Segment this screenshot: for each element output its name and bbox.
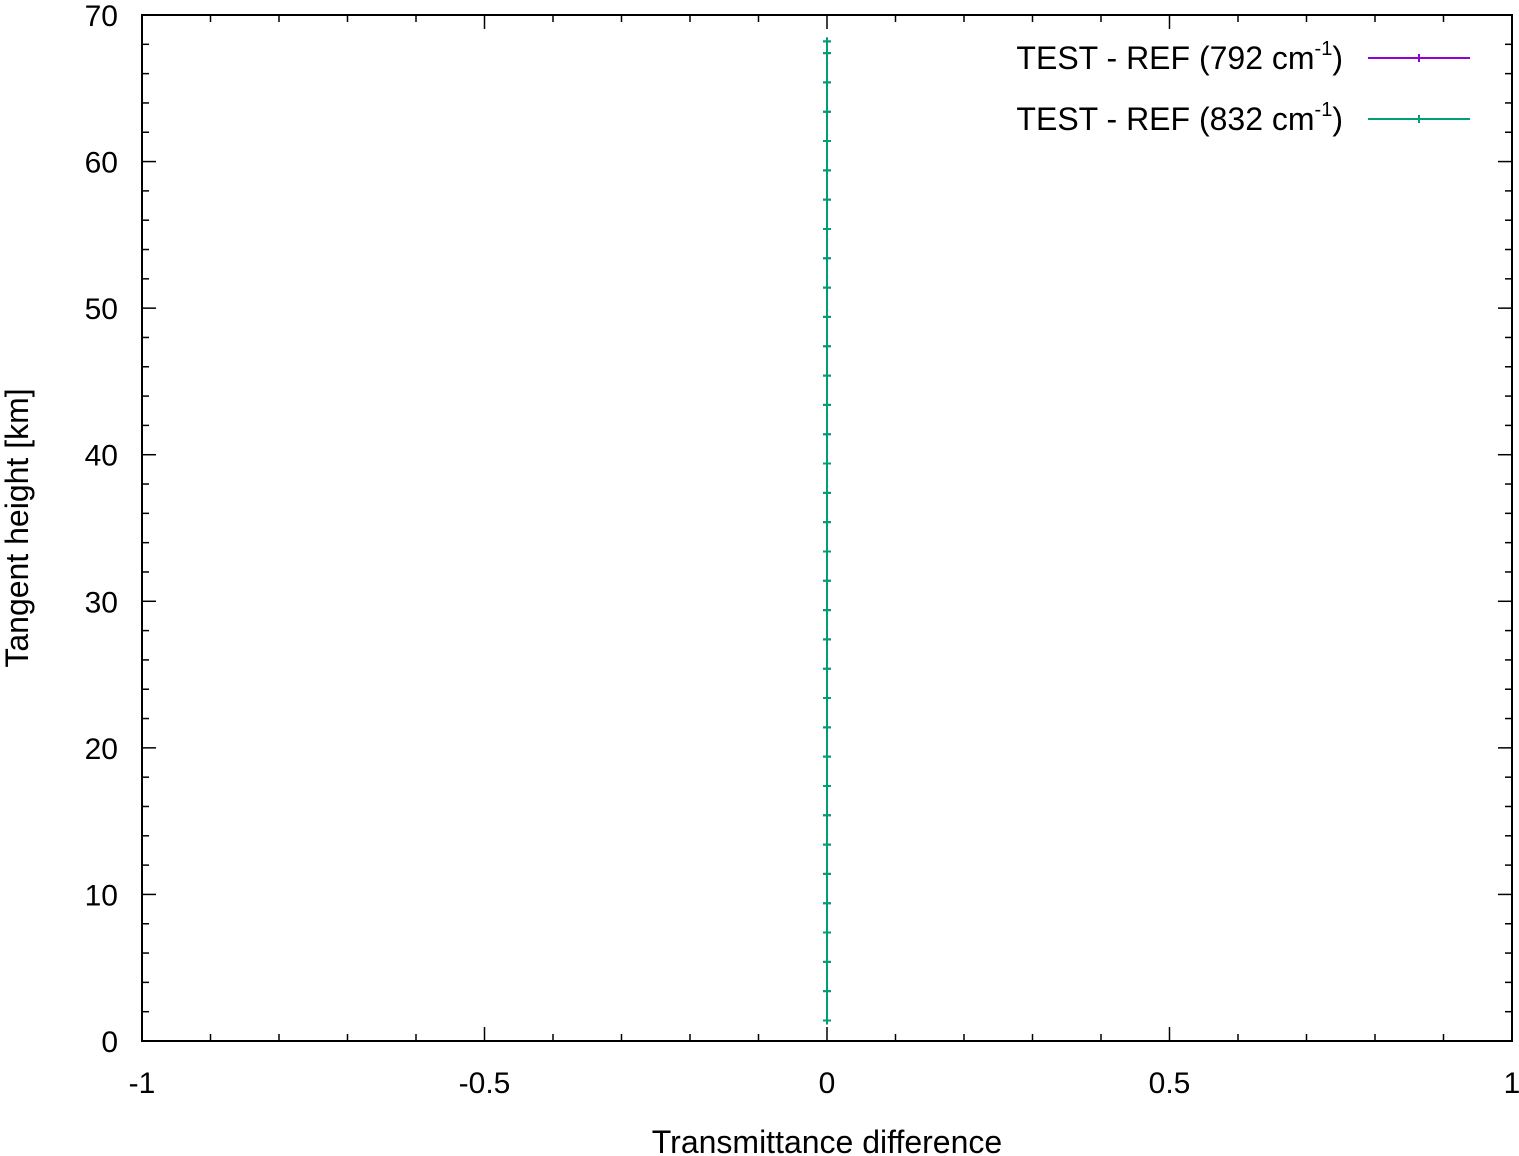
data-point	[823, 312, 831, 321]
y-tick-label: 40	[85, 440, 118, 473]
series-group	[823, 37, 831, 1025]
data-point	[823, 1016, 831, 1025]
legend: TEST - REF (792 cm-1) TEST - REF (832 cm-…	[1016, 38, 1470, 137]
data-point	[823, 400, 831, 409]
data-point	[823, 49, 831, 58]
x-tick-label: 1	[1504, 1067, 1519, 1100]
data-point	[823, 987, 831, 996]
x-axis-label: Transmittance difference	[652, 1124, 1002, 1156]
data-point	[823, 459, 831, 468]
data-point	[823, 342, 831, 351]
data-point	[823, 635, 831, 644]
legend-marker	[1415, 54, 1423, 62]
y-tick-label: 50	[85, 293, 118, 326]
data-point	[823, 37, 831, 46]
data-point	[823, 752, 831, 761]
legend-label: TEST - REF (792 cm-1)	[1016, 38, 1343, 76]
y-tick-label: 0	[101, 1026, 118, 1059]
y-tick-label: 20	[85, 733, 118, 766]
data-point	[823, 107, 831, 116]
data-point	[823, 694, 831, 703]
axis-ticks	[141, 14, 1513, 1042]
y-tick-label: 70	[85, 0, 118, 33]
data-point	[823, 518, 831, 527]
legend-entry: TEST - REF (792 cm-1)	[1016, 38, 1470, 76]
legend-label: TEST - REF (832 cm-1)	[1016, 99, 1343, 137]
plot-frame	[141, 14, 1513, 1042]
data-point	[823, 664, 831, 673]
data-point	[823, 928, 831, 937]
data-point	[823, 224, 831, 233]
data-point	[823, 811, 831, 820]
y-tick-label: 30	[85, 586, 118, 619]
data-point	[823, 606, 831, 615]
x-tick-label: -1	[129, 1067, 156, 1100]
data-point	[823, 869, 831, 878]
legend-marker	[1415, 115, 1423, 123]
legend-entry: TEST - REF (832 cm-1)	[1016, 99, 1470, 137]
data-point	[823, 283, 831, 292]
data-point	[823, 166, 831, 175]
data-point	[823, 547, 831, 556]
data-point	[823, 78, 831, 87]
x-tick-label: 0	[819, 1067, 836, 1100]
data-point	[823, 781, 831, 790]
data-point	[823, 840, 831, 849]
y-tick-label: 60	[85, 147, 118, 180]
data-point	[823, 899, 831, 908]
data-point	[823, 195, 831, 204]
series-2	[823, 37, 831, 1025]
y-tick-label: 10	[85, 879, 118, 912]
data-point	[823, 254, 831, 263]
data-point	[823, 576, 831, 585]
data-point	[823, 488, 831, 497]
x-tick-label: -0.5	[459, 1067, 511, 1100]
data-point	[823, 430, 831, 439]
data-point	[823, 137, 831, 146]
x-tick-label: 0.5	[1149, 1067, 1191, 1100]
y-axis-label: Tangent height [km]	[0, 388, 35, 667]
data-point	[823, 957, 831, 966]
data-point	[823, 723, 831, 732]
data-point	[823, 371, 831, 380]
